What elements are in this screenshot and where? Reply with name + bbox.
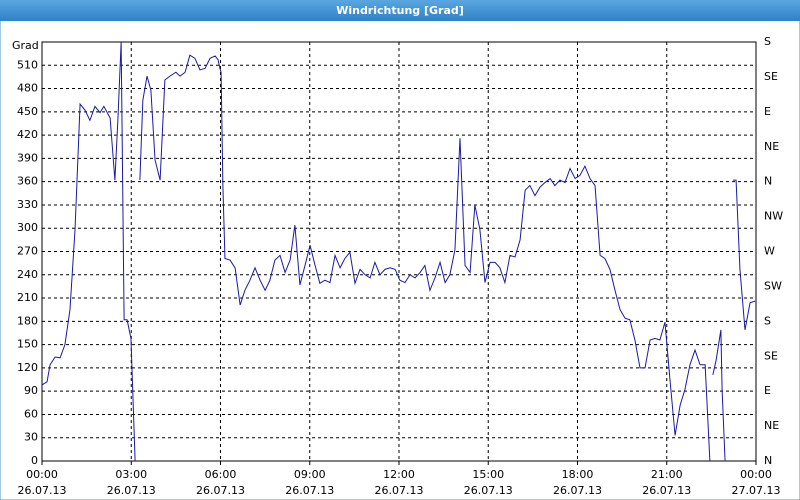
title-bar xyxy=(0,0,800,21)
y-tick-label: 180 xyxy=(17,314,38,327)
y-tick-label: 450 xyxy=(17,105,38,118)
x-tick-date: 26.07.13 xyxy=(196,484,245,497)
y2-tick-label: SE xyxy=(764,349,778,362)
y-tick-label: 270 xyxy=(17,245,38,258)
x-tick-date: 26.07.13 xyxy=(18,484,67,497)
y2-tick-label: NE xyxy=(764,419,779,432)
x-tick-label: 00:00 xyxy=(26,468,58,481)
y-tick-label: 120 xyxy=(17,361,38,374)
x-tick-label: 21:00 xyxy=(651,468,683,481)
y2-tick-label: N xyxy=(764,454,772,467)
y2-tick-label: S xyxy=(764,35,771,48)
y2-tick-label: S xyxy=(764,314,771,327)
y-tick-label: 390 xyxy=(17,151,38,164)
x-tick-label: 18:00 xyxy=(562,468,594,481)
x-tick-date: 26.07.13 xyxy=(642,484,691,497)
y-tick-label: 480 xyxy=(17,82,38,95)
x-tick-label: 09:00 xyxy=(294,468,326,481)
x-tick-label: 03:00 xyxy=(115,468,147,481)
y-tick-label: 150 xyxy=(17,338,38,351)
y-tick-label: 240 xyxy=(17,268,38,281)
y-tick-label: 90 xyxy=(24,384,38,397)
y2-tick-label: N xyxy=(764,175,772,188)
y-tick-label: 60 xyxy=(24,407,38,420)
x-tick-date: 26.07.13 xyxy=(375,484,424,497)
y2-tick-label: NE xyxy=(764,140,779,153)
y-tick-label: 210 xyxy=(17,291,38,304)
chart-title: Windrichtung [Grad] xyxy=(336,4,464,17)
x-tick-label: 12:00 xyxy=(383,468,415,481)
x-tick-date: 26.07.13 xyxy=(553,484,602,497)
x-tick-date: 26.07.13 xyxy=(107,484,156,497)
y2-tick-label: E xyxy=(764,105,771,118)
x-tick-label: 06:00 xyxy=(205,468,237,481)
x-tick-label: 00:00 xyxy=(740,468,772,481)
y2-tick-label: NW xyxy=(764,210,783,223)
x-tick-date: 26.07.13 xyxy=(464,484,513,497)
y-tick-label: 360 xyxy=(17,175,38,188)
x-tick-date: 27.07.13 xyxy=(732,484,781,497)
y-tick-label: 330 xyxy=(17,198,38,211)
y2-tick-label: SW xyxy=(764,279,782,292)
y-tick-label: 300 xyxy=(17,221,38,234)
y2-tick-label: W xyxy=(764,245,775,258)
y-tick-label: 420 xyxy=(17,128,38,141)
data-line xyxy=(41,41,756,462)
y-tick-label: 30 xyxy=(24,431,38,444)
x-tick-date: 26.07.13 xyxy=(285,484,334,497)
y2-tick-label: SE xyxy=(764,70,778,83)
y2-tick-label: E xyxy=(764,384,771,397)
y-tick-label: 510 xyxy=(17,58,38,71)
x-tick-label: 15:00 xyxy=(472,468,504,481)
y-tick-label: 0 xyxy=(31,454,38,467)
y-axis-title: Grad xyxy=(12,39,39,52)
